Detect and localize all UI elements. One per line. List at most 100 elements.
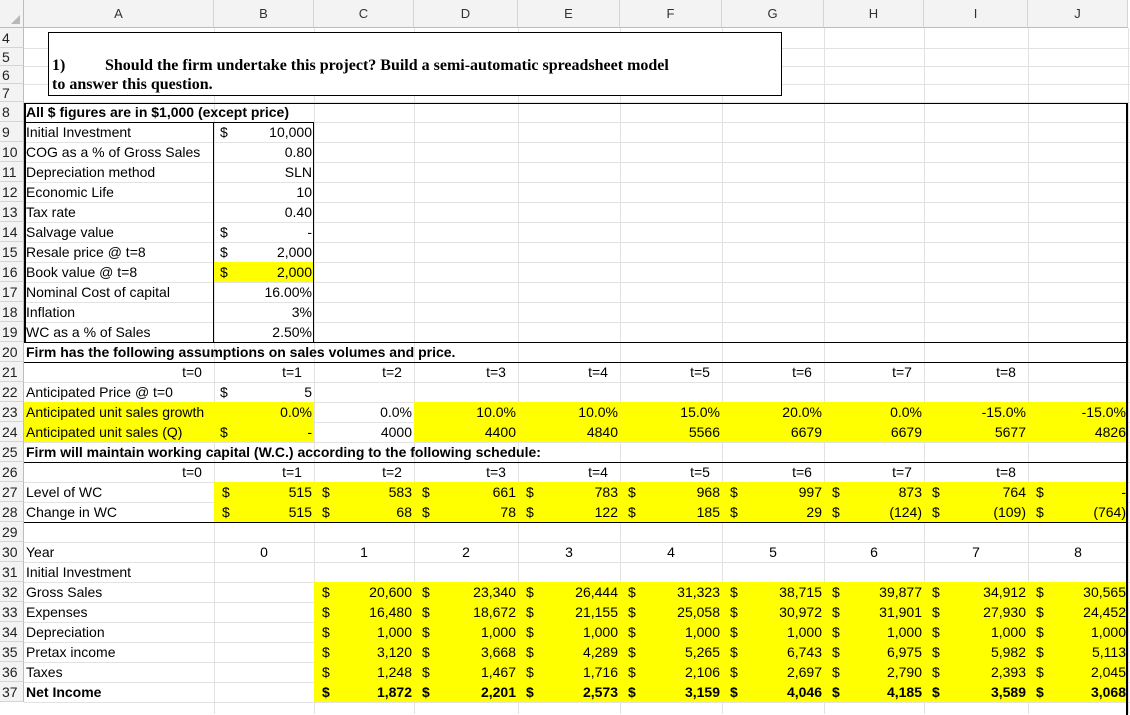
wc-change-value[interactable]: (124) — [889, 504, 922, 520]
row-header-31[interactable]: 31 — [0, 562, 24, 582]
input-label[interactable]: Tax rate — [26, 204, 76, 220]
currency-symbol[interactable]: $ — [220, 264, 228, 280]
row-header-20[interactable]: 20 — [0, 342, 24, 362]
currency-symbol[interactable]: $ — [1036, 644, 1044, 660]
income-value[interactable]: 2,697 — [786, 664, 822, 680]
currency-symbol[interactable]: $ — [730, 484, 738, 500]
currency-symbol[interactable]: $ — [730, 644, 738, 660]
growth-value[interactable]: -15.0% — [1081, 404, 1126, 420]
input-value[interactable]: 0.80 — [284, 144, 312, 160]
row-header-34[interactable]: 34 — [0, 622, 24, 642]
currency-symbol[interactable]: $ — [628, 644, 636, 660]
wc-change-value[interactable]: 185 — [696, 504, 720, 520]
input-value[interactable]: 16.00% — [264, 284, 312, 300]
income-value[interactable]: 16,480 — [369, 604, 412, 620]
income-value[interactable]: 1,467 — [480, 664, 516, 680]
currency-symbol[interactable]: $ — [730, 604, 738, 620]
income-value[interactable]: 4,046 — [786, 684, 822, 700]
currency-symbol[interactable]: $ — [222, 484, 230, 500]
currency-symbol[interactable]: $ — [1036, 664, 1044, 680]
income-value[interactable]: 1,000 — [990, 624, 1026, 640]
currency-symbol[interactable]: $ — [322, 504, 330, 520]
income-value[interactable]: 26,444 — [575, 584, 618, 600]
income-label[interactable]: Gross Sales — [26, 584, 103, 600]
period-label[interactable]: t=1 — [282, 464, 302, 480]
row-header-26[interactable]: 26 — [0, 462, 24, 482]
currency-symbol[interactable]: $ — [222, 504, 230, 520]
currency-symbol[interactable]: $ — [526, 664, 534, 680]
wc-level-value[interactable]: 661 — [492, 484, 516, 500]
income-value[interactable]: 2,045 — [1090, 664, 1126, 680]
income-value[interactable]: 1,872 — [376, 684, 412, 700]
row-header-22[interactable]: 22 — [0, 382, 24, 402]
income-value[interactable]: 1,716 — [582, 664, 618, 680]
period-label[interactable]: t=3 — [486, 364, 506, 380]
currency-symbol[interactable]: $ — [932, 644, 940, 660]
currency-symbol[interactable]: $ — [628, 664, 636, 680]
currency-symbol[interactable]: $ — [1036, 484, 1044, 500]
column-header-e[interactable]: E — [518, 0, 620, 28]
currency-symbol[interactable]: $ — [220, 384, 228, 400]
currency-symbol[interactable]: $ — [832, 504, 840, 520]
income-label[interactable]: Pretax income — [26, 644, 116, 660]
income-label[interactable]: Taxes — [26, 664, 63, 680]
income-value[interactable]: 1,000 — [886, 624, 922, 640]
row-header-12[interactable]: 12 — [0, 182, 24, 202]
income-value[interactable]: 31,901 — [879, 604, 922, 620]
period-label[interactable]: t=5 — [690, 364, 710, 380]
row-header-9[interactable]: 9 — [0, 122, 24, 142]
units-value[interactable]: 5566 — [688, 424, 720, 440]
year-value[interactable]: 7 — [972, 544, 980, 560]
income-label[interactable]: Depreciation — [26, 624, 105, 640]
currency-symbol[interactable]: $ — [932, 604, 940, 620]
row-header-19[interactable]: 19 — [0, 322, 24, 342]
period-label[interactable]: t=4 — [588, 464, 608, 480]
currency-symbol[interactable]: $ — [422, 644, 430, 660]
period-label[interactable]: t=7 — [892, 364, 912, 380]
currency-symbol[interactable]: $ — [1036, 624, 1044, 640]
currency-symbol[interactable]: $ — [1036, 584, 1044, 600]
input-label[interactable]: Inflation — [26, 304, 76, 320]
year-value[interactable]: 0 — [260, 544, 268, 560]
income-value[interactable]: 18,672 — [473, 604, 516, 620]
income-value[interactable]: 3,589 — [990, 684, 1026, 700]
row-header-16[interactable]: 16 — [0, 262, 24, 282]
period-label[interactable]: t=2 — [382, 464, 402, 480]
units-value[interactable]: 6679 — [890, 424, 922, 440]
currency-symbol[interactable]: $ — [628, 624, 636, 640]
column-header-h[interactable]: H — [824, 0, 924, 28]
income-value[interactable]: 4,289 — [582, 644, 618, 660]
currency-symbol[interactable]: $ — [932, 664, 940, 680]
currency-symbol[interactable]: $ — [628, 684, 636, 700]
currency-symbol[interactable]: $ — [628, 584, 636, 600]
period-label[interactable]: t=0 — [182, 464, 202, 480]
problem-title[interactable]: 1) Should the firm undertake this project… — [48, 32, 782, 96]
currency-symbol[interactable]: $ — [526, 484, 534, 500]
income-value[interactable]: 1,000 — [376, 624, 412, 640]
income-value[interactable]: 2,106 — [684, 664, 720, 680]
row-header-36[interactable]: 36 — [0, 662, 24, 682]
row-header-18[interactable]: 18 — [0, 302, 24, 322]
currency-symbol[interactable]: $ — [932, 684, 940, 700]
currency-symbol[interactable]: $ — [422, 504, 430, 520]
period-label[interactable]: t=3 — [486, 464, 506, 480]
period-label[interactable]: t=6 — [792, 364, 812, 380]
currency-symbol[interactable]: $ — [526, 624, 534, 640]
input-value[interactable]: 2,000 — [276, 244, 312, 260]
input-label[interactable]: Salvage value — [26, 224, 114, 240]
row-header-15[interactable]: 15 — [0, 242, 24, 262]
income-value[interactable]: 3,068 — [1090, 684, 1126, 700]
wc-level-value[interactable]: 764 — [1002, 484, 1026, 500]
growth-value[interactable]: 0.0% — [890, 404, 922, 420]
period-label[interactable]: t=0 — [182, 364, 202, 380]
period-label[interactable]: t=8 — [996, 364, 1016, 380]
income-value[interactable]: 27,930 — [983, 604, 1026, 620]
income-value[interactable]: 6,743 — [786, 644, 822, 660]
currency-symbol[interactable]: $ — [322, 684, 330, 700]
units-value[interactable]: 6679 — [790, 424, 822, 440]
income-value[interactable]: 30,565 — [1083, 584, 1126, 600]
currency-symbol[interactable]: $ — [322, 624, 330, 640]
income-value[interactable]: 1,000 — [1090, 624, 1126, 640]
income-value[interactable]: 25,058 — [677, 604, 720, 620]
